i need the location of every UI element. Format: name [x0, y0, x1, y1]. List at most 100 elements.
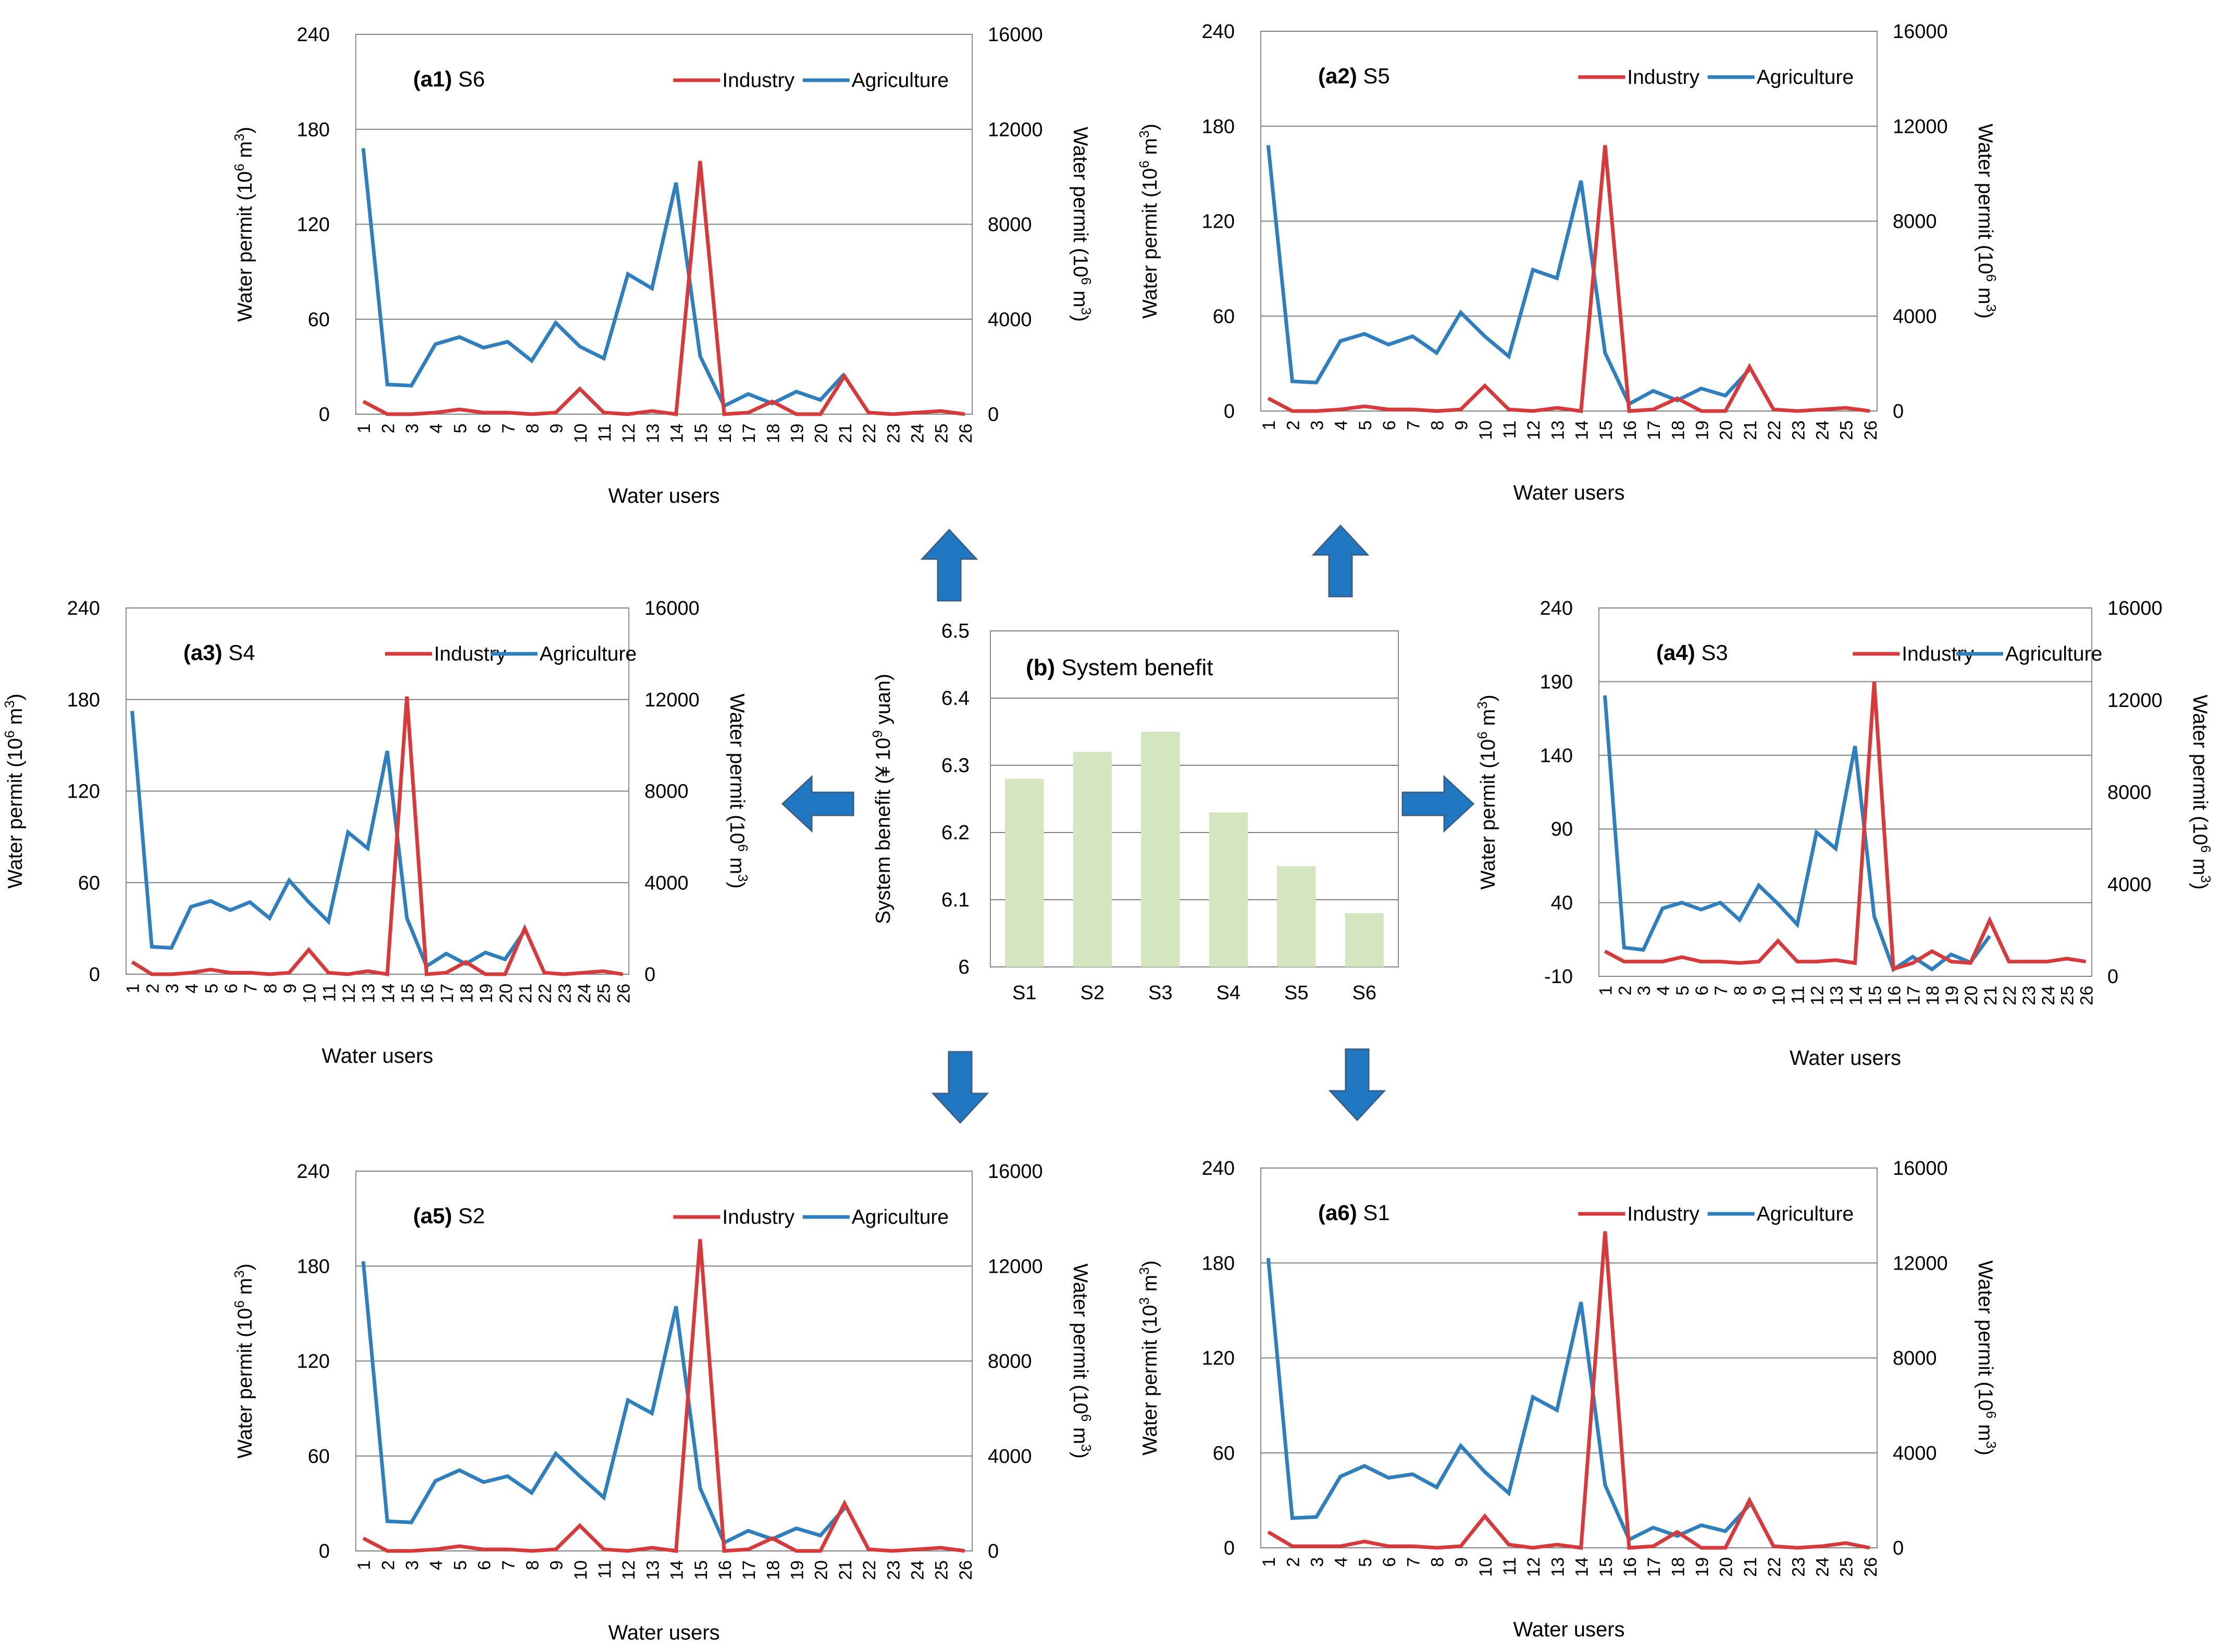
axis-label-text: m: [1477, 709, 1499, 731]
y-axis-title-right: Water permit (106 m3): [1974, 123, 1999, 318]
axis-label-text: m: [1139, 138, 1161, 160]
x-tick-label: 18: [763, 424, 783, 443]
x-tick-label: 4: [1332, 420, 1351, 430]
y-tick-label-left: 0: [1224, 401, 1235, 423]
y-tick-label-left: 60: [1213, 1443, 1235, 1464]
bar-y-axis-title-text: System benefit (¥ 10: [872, 738, 895, 924]
x-tick-label: 1: [1259, 1557, 1279, 1567]
axis-label-superscript: 6: [1078, 277, 1094, 284]
axis-label-text: Water permit (10: [4, 738, 27, 889]
x-tick-label: 7: [1404, 1557, 1423, 1567]
panel-label-space: [1357, 1200, 1363, 1225]
panel-label: (a4) S3: [1656, 640, 1728, 665]
axis-label-text: Water permit (10: [234, 171, 256, 322]
axis-label-superscript: 3: [1136, 1267, 1152, 1274]
legend-label-agriculture: Agriculture: [2005, 643, 2102, 665]
x-tick-label: 6: [221, 984, 241, 993]
x-tick-label: 3: [403, 424, 423, 433]
axis-label-text: m: [1974, 282, 1996, 304]
arrow-up-icon: [1311, 524, 1370, 598]
bar-y-tick-label: 6.1: [941, 889, 970, 911]
x-tick-label: 15: [1596, 420, 1616, 440]
panel-label-scenario: S4: [228, 640, 255, 665]
x-tick-label: 10: [571, 424, 591, 443]
y-tick-label-right: 8000: [2107, 782, 2152, 804]
panel-label-scenario: S5: [1363, 64, 1389, 88]
axis-label-text: m: [1069, 1422, 1091, 1444]
axis-label-superscript: 6: [735, 844, 751, 851]
axis-label-text: Water permit (10: [726, 693, 748, 844]
axis-label-superscript: 6: [231, 1300, 247, 1308]
x-tick-label: 24: [908, 424, 927, 443]
x-tick-label: 22: [860, 424, 879, 443]
y-tick-label-right: 8000: [988, 1351, 1032, 1373]
y-tick-label-left: 60: [308, 309, 330, 331]
y-tick-label-left: 180: [297, 119, 330, 141]
x-tick-label: 21: [516, 984, 536, 1003]
axis-label-text: ): [2189, 883, 2211, 890]
y-tick-label-left: 180: [1202, 1252, 1235, 1274]
x-tick-label: 25: [1837, 1557, 1857, 1577]
y-tick-label-right: 12000: [988, 1256, 1043, 1277]
bar-s6: [1345, 913, 1384, 967]
y-tick-label-left: 240: [1202, 21, 1235, 43]
bar-y-axis-title: System benefit (¥ 109 yuan): [870, 674, 895, 924]
industry-series-line: [131, 696, 623, 977]
y-tick-label-right: 12000: [988, 119, 1043, 141]
axis-label-text: ): [4, 693, 27, 700]
y-tick-label-left: 60: [308, 1446, 330, 1468]
x-tick-label: 1: [1259, 420, 1279, 430]
y-tick-label-left: 190: [1540, 671, 1573, 693]
x-tick-label: 5: [451, 424, 470, 433]
y-axis-title-left: Water permit (106 m3): [231, 1263, 256, 1458]
arrow-down-icon: [1328, 1048, 1386, 1122]
panel-label-scenario: S6: [458, 67, 485, 91]
x-tick-label: 7: [1711, 986, 1731, 996]
x-tick-label: 9: [547, 424, 567, 433]
x-tick-label: 2: [143, 984, 163, 993]
legend-label-industry: Industry: [1627, 66, 1699, 89]
x-tick-label: 20: [1717, 420, 1736, 440]
axis-label-text: Water permit (10: [1974, 1260, 1996, 1411]
bar-x-tick-label: S3: [1148, 982, 1172, 1004]
x-tick-label: 12: [1524, 1557, 1544, 1577]
y-tick-label-left: 180: [1202, 116, 1235, 138]
x-tick-label: 18: [1668, 1557, 1688, 1577]
x-tick-label: 8: [523, 1560, 542, 1570]
x-tick-label: 21: [836, 1560, 855, 1580]
x-tick-label: 1: [354, 1560, 374, 1570]
x-tick-label: 13: [643, 1560, 663, 1580]
x-tick-label: 4: [427, 1560, 446, 1570]
y-tick-label-right: 4000: [988, 309, 1032, 331]
x-tick-label: 12: [1808, 986, 1828, 1005]
y-tick-label-right: 4000: [1893, 1443, 1937, 1464]
y-tick-label-left: -10: [1544, 966, 1573, 988]
x-tick-label: 17: [1904, 986, 1923, 1005]
x-tick-label: 23: [2019, 986, 2039, 1005]
x-tick-label: 22: [860, 1560, 879, 1580]
x-tick-label: 6: [1380, 1557, 1399, 1567]
panel-label-bold: (a3): [183, 640, 222, 665]
axis-label-text: m: [234, 141, 256, 164]
x-tick-label: 14: [378, 984, 398, 1003]
bar-chart-title-bold: (b): [1026, 655, 1055, 680]
x-tick-label: 24: [2039, 986, 2058, 1005]
x-tick-label: 7: [499, 424, 518, 433]
x-axis-title: Water users: [321, 1045, 433, 1067]
x-tick-label: 26: [956, 424, 976, 443]
x-tick-label: 26: [1861, 420, 1881, 440]
y-axis-title-right: Water permit (106 m3): [1974, 1260, 1999, 1455]
panel-label-space: [452, 67, 458, 91]
y-tick-label-left: 240: [1540, 598, 1573, 619]
bar-y-tick-label: 6.3: [941, 754, 970, 777]
y-tick-label-right: 12000: [644, 689, 700, 711]
y-tick-label-left: 0: [319, 1541, 330, 1562]
y-axis-title-right: Water permit (106 m3): [1069, 127, 1094, 321]
x-tick-label: 5: [202, 984, 221, 993]
x-tick-label: 24: [1813, 420, 1832, 440]
x-tick-label: 2: [378, 424, 398, 433]
x-tick-label: 25: [1837, 420, 1857, 440]
y-axis-title-right: Water permit (106 m3): [1069, 1263, 1094, 1458]
